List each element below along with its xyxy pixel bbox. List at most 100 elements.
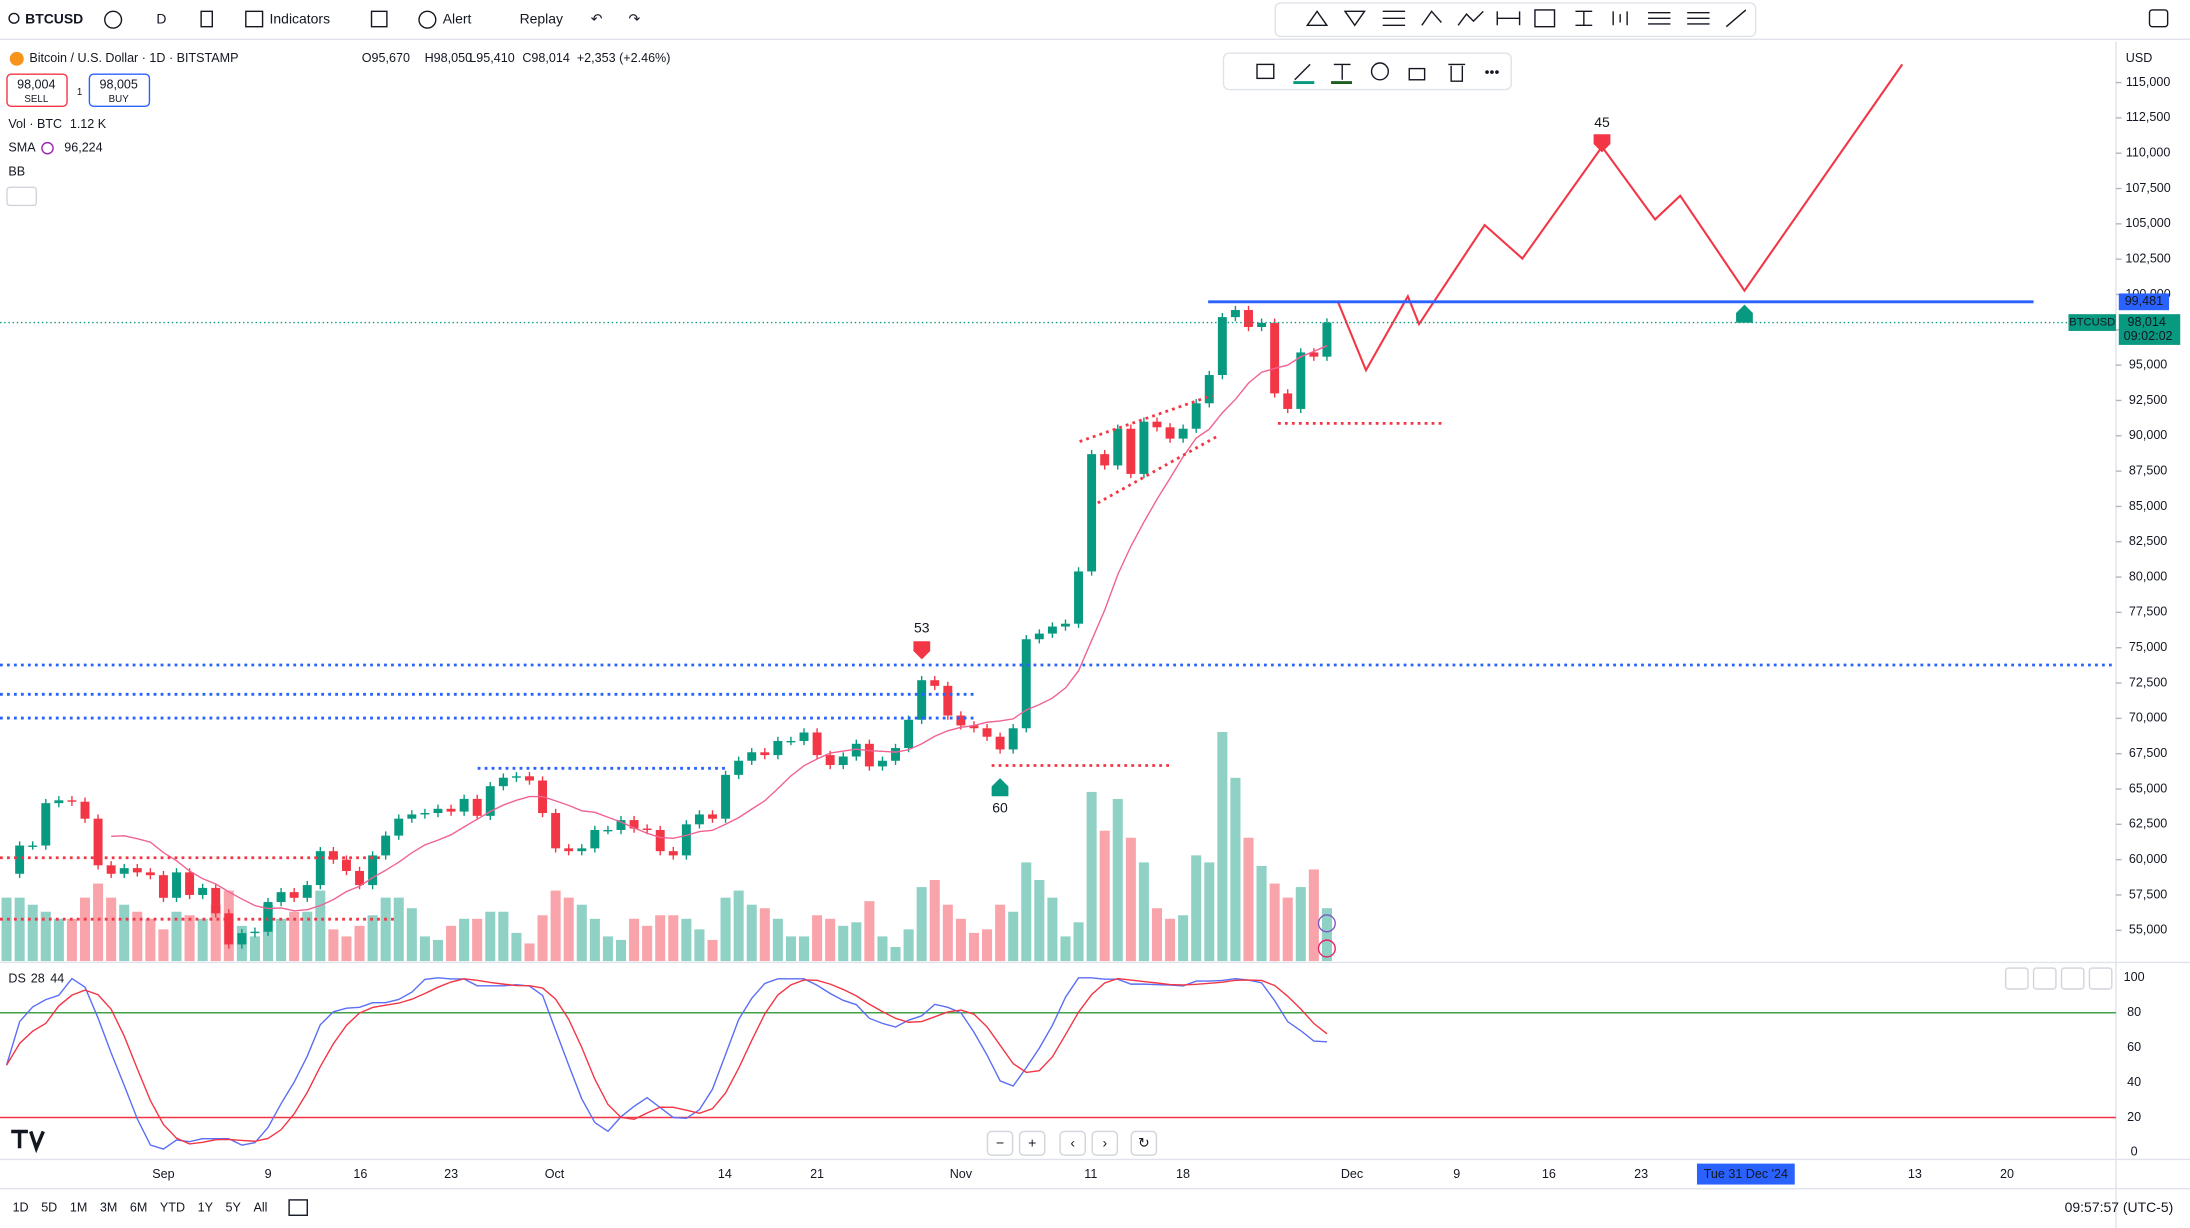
range-button[interactable]: 1M xyxy=(70,1201,87,1215)
legend-close: C98,014 xyxy=(522,51,570,65)
y-tick-label: 57,500 xyxy=(2129,887,2167,901)
osc-tick-label: 100 xyxy=(2124,970,2145,984)
chart-type[interactable] xyxy=(200,10,213,28)
y-tick-label: 82,500 xyxy=(2129,534,2167,548)
scroll-left[interactable]: ‹ xyxy=(1070,1135,1075,1151)
volume-bar xyxy=(668,915,679,962)
range-button[interactable]: All xyxy=(253,1201,267,1215)
range-button[interactable]: 5Y xyxy=(226,1201,242,1215)
x-tick-label: 9 xyxy=(1453,1167,1460,1181)
sell-price[interactable]: 98,004 xyxy=(17,78,55,92)
x-tick-label: 14 xyxy=(718,1167,732,1181)
candle-body xyxy=(1021,639,1031,729)
candle-body xyxy=(263,902,273,932)
object-tools[interactable] xyxy=(1256,62,1466,82)
volume-bar xyxy=(249,936,260,962)
crosshair-date-bg xyxy=(1696,1163,1795,1185)
candle-body xyxy=(394,818,404,836)
candle-body xyxy=(995,736,1005,750)
sell-label[interactable]: SELL xyxy=(24,94,48,105)
scroll-right[interactable]: › xyxy=(1102,1135,1107,1151)
range-button[interactable]: 1D xyxy=(13,1201,29,1215)
candle-body xyxy=(734,760,744,775)
candle-body xyxy=(1178,428,1188,439)
candle-body xyxy=(1061,623,1070,627)
x-tick-label: 11 xyxy=(1084,1167,1097,1181)
buy-label[interactable]: BUY xyxy=(109,94,130,105)
osc-tick-label: 20 xyxy=(2127,1110,2141,1124)
candle-body xyxy=(237,933,247,945)
osc-k: 28 xyxy=(31,972,45,986)
zoom-out[interactable]: − xyxy=(996,1135,1004,1151)
volume-bar xyxy=(1047,897,1058,962)
currency[interactable]: USD xyxy=(2126,51,2153,65)
symbol[interactable]: BTCUSD xyxy=(25,10,83,26)
volume-bar xyxy=(276,918,287,962)
layouts[interactable] xyxy=(370,10,388,28)
alert-icon[interactable] xyxy=(418,10,437,29)
volume-name: Vol · BTC xyxy=(8,117,62,131)
range-button[interactable]: 6M xyxy=(130,1201,147,1215)
clock[interactable]: 09:57:57 (UTC-5) xyxy=(2065,1199,2174,1215)
date-range[interactable] xyxy=(288,1199,308,1216)
volume-bar xyxy=(864,901,875,962)
replay[interactable]: Replay xyxy=(520,10,563,26)
reset[interactable]: ↻ xyxy=(1138,1135,1150,1151)
add-symbol[interactable] xyxy=(104,10,123,29)
interval[interactable]: D xyxy=(156,10,166,26)
search-icon[interactable] xyxy=(8,12,20,24)
volume-bar xyxy=(1243,837,1254,962)
range-button[interactable]: 5D xyxy=(41,1201,57,1215)
candle-body xyxy=(812,732,822,756)
volume-bar xyxy=(184,915,195,962)
volume-bar xyxy=(812,915,823,962)
indicators[interactable]: Indicators xyxy=(270,10,331,26)
candle-body xyxy=(407,814,417,819)
redo[interactable]: ↷ xyxy=(629,10,641,26)
candle-body xyxy=(93,818,103,866)
volume-bar xyxy=(707,939,718,962)
down-arrow xyxy=(913,641,931,660)
drawing-tools[interactable] xyxy=(1305,9,1747,28)
range-button[interactable]: 3M xyxy=(100,1201,117,1215)
undo[interactable]: ↶ xyxy=(591,10,603,26)
candle-body xyxy=(1230,310,1240,318)
candle-body xyxy=(1087,454,1097,572)
volume-bar xyxy=(302,911,313,962)
buy-price[interactable]: 98,005 xyxy=(99,78,137,92)
sma-line xyxy=(111,345,1328,912)
sell-button[interactable] xyxy=(6,73,68,108)
candle-body xyxy=(917,680,927,720)
alert[interactable]: Alert xyxy=(443,10,472,26)
add-button[interactable] xyxy=(1317,914,1336,933)
x-tick-label: 20 xyxy=(2000,1167,2014,1181)
fullscreen[interactable] xyxy=(2148,9,2169,28)
osc-d: 44 xyxy=(50,972,64,986)
collapse-legend[interactable] xyxy=(6,186,38,207)
legend-high: H98,050 xyxy=(425,51,473,65)
pane-controls[interactable] xyxy=(2004,967,2113,990)
volume-bar xyxy=(197,918,208,962)
indicators-icon[interactable] xyxy=(245,10,264,28)
volume-bar xyxy=(485,911,496,962)
y-tick-label: 60,000 xyxy=(2129,852,2167,866)
sma-icon[interactable] xyxy=(41,141,54,155)
legend-title: Bitcoin / U.S. Dollar · 1D · BITSTAMP xyxy=(29,51,238,65)
nav-controls[interactable] xyxy=(986,1130,1158,1156)
more[interactable]: ••• xyxy=(1485,63,1500,79)
y-tick-label: 115,000 xyxy=(2126,75,2170,89)
zoom-in[interactable]: + xyxy=(1028,1135,1036,1151)
y-tick-label: 112,500 xyxy=(2126,110,2170,124)
candle-body xyxy=(904,719,914,749)
candle-body xyxy=(747,752,757,761)
last-price-bg xyxy=(2118,314,2181,345)
candle-body xyxy=(773,740,783,756)
range-button[interactable]: YTD xyxy=(160,1201,185,1215)
buy-button[interactable] xyxy=(88,73,151,108)
osc-line xyxy=(5,977,1328,1145)
flash-button[interactable] xyxy=(1317,939,1336,958)
range-button[interactable]: 1Y xyxy=(198,1201,214,1215)
candle-body xyxy=(969,725,979,729)
volume-bar xyxy=(995,904,1006,962)
volume-bar xyxy=(1191,855,1202,962)
